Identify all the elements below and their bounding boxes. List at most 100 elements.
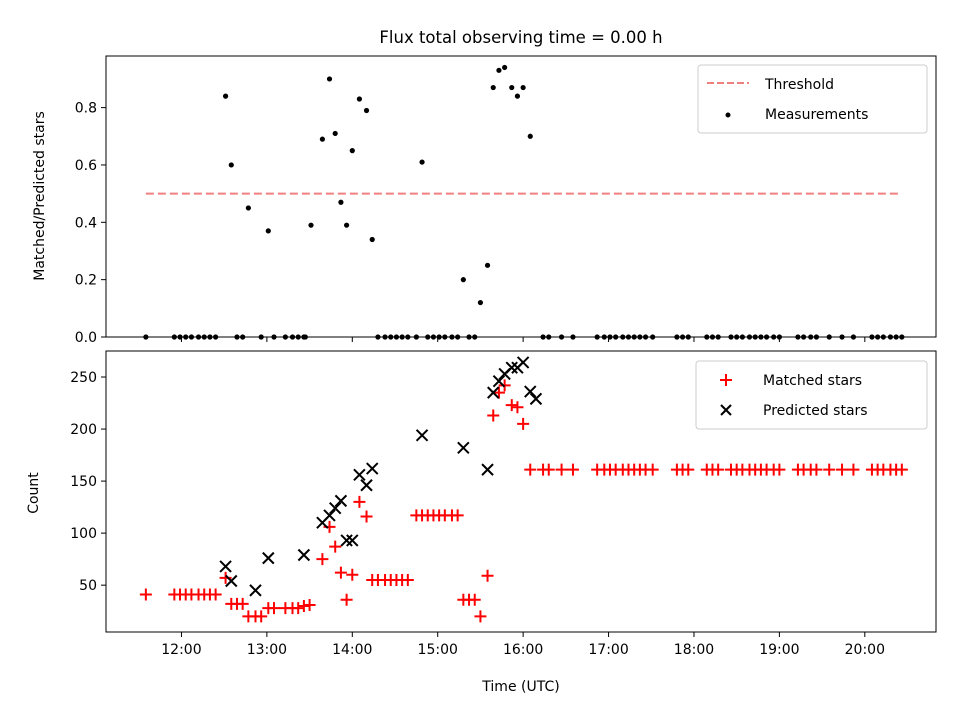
bottom-x-tick-label: 12:00 [161,642,201,658]
bottom-frame [105,350,937,633]
matched-stars-point [895,463,908,476]
measurements-point [502,64,508,71]
matched-stars-point [346,568,359,581]
top-legend: Threshold Measurements [697,64,928,134]
matched-stars-point [353,495,366,508]
measurements-point [509,84,515,91]
matched-stars-point [847,463,860,476]
matched-stars-point [511,401,524,414]
predicted-stars-point [360,479,373,492]
matched-stars-point [481,569,494,582]
bottom-y-tick-label: 100 [70,526,97,542]
matched-stars-point [468,593,481,606]
predicted-stars-point [516,356,530,369]
predicted-stars-point [334,494,348,508]
predicted-stars-point [249,584,262,597]
predicted-stars-point [487,386,500,399]
matched-stars-point [209,588,222,601]
matched-stars-point [316,553,329,566]
matched-stars-point [524,463,537,476]
top-legend-box [697,64,928,134]
bottom-y-tick-label: 50 [79,578,97,594]
measurements-point [344,222,350,228]
matched-stars-legend-swatch [720,374,732,386]
predicted-stars-point [415,429,429,442]
matched-stars-point [303,598,316,611]
predicted-stars-point [340,534,353,547]
measurements-point [332,130,338,137]
measurements-point [484,262,491,268]
top-frame [105,55,937,338]
chart-title: Flux total observing time = 0.00 h [379,28,662,47]
predicted-stars-point [505,361,518,374]
measurements-point [520,84,526,91]
predicted-stars-point [366,462,379,475]
measurements-point [527,133,533,139]
predicted-stars-point [492,374,506,388]
measurements-point [265,228,271,234]
predicted-stars-point [346,534,359,547]
matched-stars-point [255,610,268,623]
matched-stars-point [267,602,280,615]
matched-stars-point [773,463,786,476]
matched-stars-point [498,379,511,392]
matched-stars-point [329,540,342,553]
predicted-stars-point [323,509,336,522]
x-axis-label: Time (UTC) [481,679,559,695]
measurements-point [514,93,521,99]
matched-stars-point [505,399,518,412]
bottom-y-tick-label: 250 [70,370,97,386]
measurements-point [319,136,325,142]
matched-stars-point [712,463,725,476]
matched-stars-point [682,463,695,476]
predicted-stars-point [225,574,238,588]
measurements-point [460,277,466,283]
top-y-tick-label: 0.8 [75,101,97,117]
predicted-stars-point [329,501,342,515]
top-y-axis-label: Matched/Predicted stars [32,111,48,281]
measurements-legend-swatch [725,112,731,118]
bottom-panel: 50 100 150 200 250 12:00 13:00 14:00 15:00 16:00 1… [70,350,937,658]
predicted-stars-point [297,548,311,562]
measurements-legend-label: Measurements [765,107,868,123]
measurements-point [245,205,251,211]
predicted-stars-point [219,560,232,573]
predicted-stars-point [353,468,366,482]
threshold-legend-label: Threshold [764,77,834,93]
predicted-stars-legend-label: Predicted stars [763,403,868,419]
matched-stars-point [492,386,505,399]
matched-stars-point [487,409,500,422]
predicted-stars-legend-swatch [720,404,732,416]
matched-stars-point [297,599,310,612]
measurements-point [363,107,370,114]
matched-stars-point [542,463,555,476]
matched-stars-point [139,588,152,601]
matched-stars-point [334,566,347,579]
predicted-stars-point [524,385,537,398]
measurements-point [228,162,234,168]
matched-stars-point [646,463,659,476]
top-panel: 0.0 0.2 0.4 0.6 0.8 [75,55,937,346]
bottom-x-tick-label: 17:00 [588,642,628,658]
predicted-stars-point [457,441,470,454]
measurements-point [356,96,363,102]
matched-stars-point [517,417,530,430]
predicted-stars-point [262,551,275,565]
bottom-x-tick-label: 13:00 [247,642,287,658]
bottom-y-tick-label: 200 [70,422,97,438]
matched-stars-point [451,509,464,522]
measurements-point [338,199,344,205]
measurements-point [222,93,229,99]
top-y-tick-label: 0.6 [75,158,97,174]
bottom-y-tick-label: 150 [70,474,97,490]
matched-stars-point [401,573,414,586]
matched-stars-point [340,593,353,606]
measurements-point [490,84,496,91]
matched-stars-point [836,463,849,476]
matched-stars-point [810,463,823,476]
measurements-point [477,299,484,306]
top-y-tick-label: 0.0 [75,330,97,346]
matched-stars-point [823,463,836,476]
measurements-point [496,67,502,73]
bottom-x-tick-label: 18:00 [674,642,714,658]
